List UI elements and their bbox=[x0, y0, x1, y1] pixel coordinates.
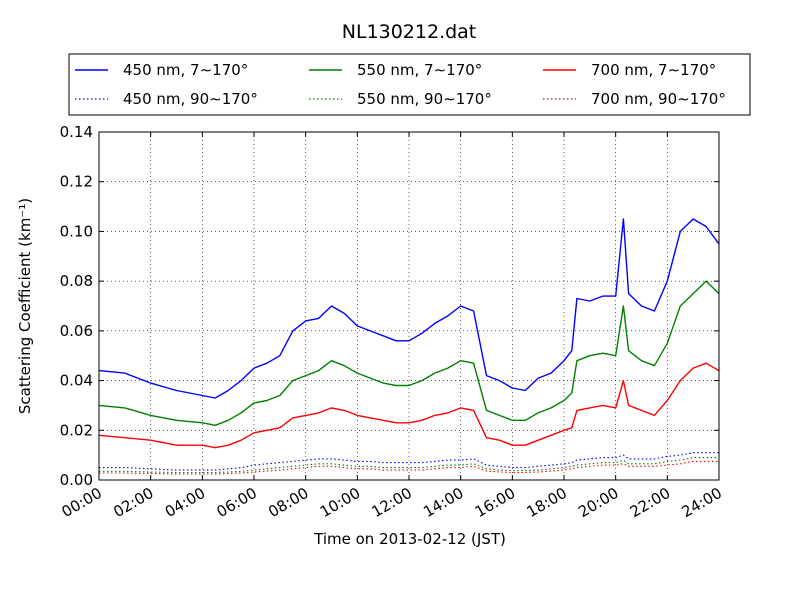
x-tick-label: 20:00 bbox=[575, 484, 621, 521]
chart-title: NL130212.dat bbox=[342, 21, 477, 43]
y-tick-label: 0.00 bbox=[60, 471, 93, 489]
y-tick-label: 0.04 bbox=[60, 372, 93, 390]
legend: 450 nm, 7∼170° 450 nm, 90∼170° 550 nm, 7∼1… bbox=[75, 61, 726, 108]
x-tick-label: 02:00 bbox=[110, 484, 156, 521]
y-tick-label: 0.12 bbox=[60, 173, 93, 191]
series-group bbox=[98, 218, 720, 475]
x-axis-label: Time on 2013-02-12 (JST) bbox=[313, 530, 506, 548]
x-tick-label: 10:00 bbox=[317, 484, 363, 521]
legend-label-1: 450 nm, 90∼170° bbox=[123, 90, 258, 108]
legend-label-5: 700 nm, 90∼170° bbox=[591, 90, 726, 108]
y-tick-label: 0.08 bbox=[60, 272, 93, 290]
series-line-1 bbox=[99, 452, 719, 471]
x-tick-label: 14:00 bbox=[420, 484, 466, 521]
x-tick-label: 12:00 bbox=[369, 484, 415, 521]
grid bbox=[99, 132, 719, 480]
y-tick-label: 0.02 bbox=[60, 421, 93, 439]
legend-label-2: 550 nm, 7∼170° bbox=[357, 61, 482, 79]
y-axis-label: Scattering Coefficient (km⁻¹) bbox=[16, 198, 34, 414]
series-line-0 bbox=[98, 218, 720, 399]
x-tick-label: 08:00 bbox=[265, 484, 311, 521]
x-tick-label: 22:00 bbox=[627, 484, 673, 521]
x-tick-label: 00:00 bbox=[59, 484, 105, 521]
series-line-5 bbox=[99, 460, 719, 475]
series-line-3 bbox=[99, 457, 719, 474]
series-line-2 bbox=[98, 280, 720, 426]
x-axis: 00:00 02:00 04:00 06:00 08:00 10:00 12:00 14:00… bbox=[59, 132, 725, 521]
legend-label-0: 450 nm, 7∼170° bbox=[123, 61, 248, 79]
x-tick-label: 16:00 bbox=[472, 484, 518, 521]
x-tick-label: 24:00 bbox=[679, 484, 725, 521]
y-tick-label: 0.10 bbox=[60, 222, 93, 240]
x-tick-label: 18:00 bbox=[524, 484, 570, 521]
y-axis: 0.00 0.02 0.04 0.06 0.08 0.10 0.12 0.14 bbox=[60, 123, 719, 489]
y-tick-label: 0.14 bbox=[60, 123, 93, 141]
series-line-4 bbox=[98, 362, 720, 449]
legend-label-3: 550 nm, 90∼170° bbox=[357, 90, 492, 108]
x-tick-label: 04:00 bbox=[162, 484, 208, 521]
legend-box bbox=[68, 53, 751, 116]
legend-label-4: 700 nm, 7∼170° bbox=[591, 61, 716, 79]
y-tick-label: 0.06 bbox=[60, 322, 93, 340]
x-tick-label: 06:00 bbox=[214, 484, 260, 521]
